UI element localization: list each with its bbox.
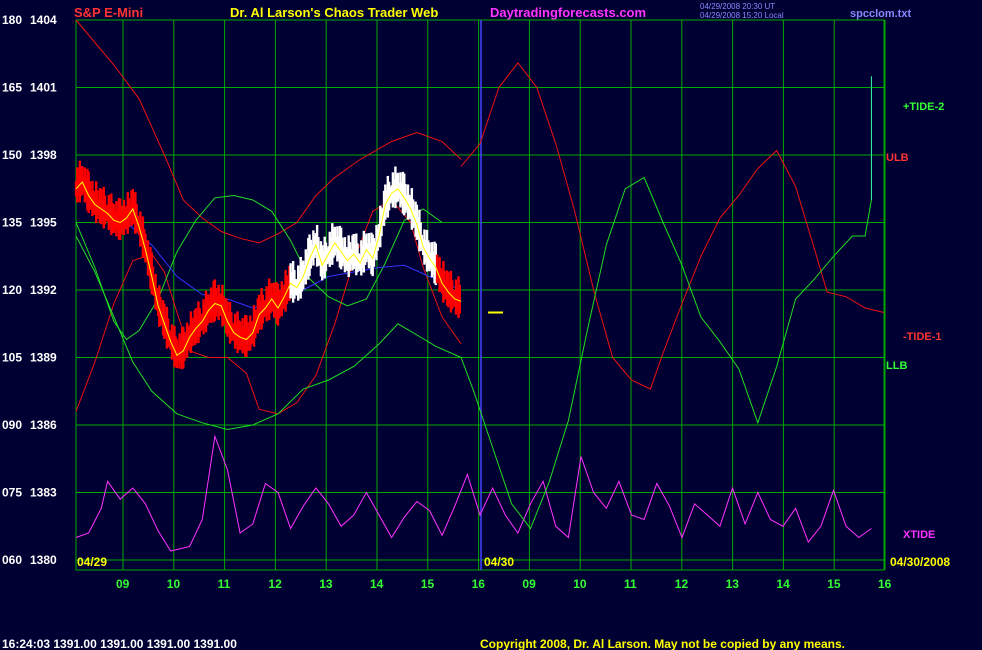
y-tick-price: 1386: [30, 418, 57, 432]
y-axis: 180 1404 165 1401 150 1398 135 1395 120 1392 105 13…: [2, 13, 57, 567]
x-tick-hour: 14: [370, 577, 384, 591]
y-tick-osc: 150: [2, 148, 22, 162]
local-stamp: 04/29/2008 15:20 Local: [700, 11, 784, 20]
x-tick-hour: 16: [472, 577, 486, 591]
y-tick-osc: 135: [2, 216, 22, 230]
y-tick-price: 1404: [30, 13, 57, 27]
tide1-label: -TIDE-1: [903, 331, 942, 343]
y-tick-price: 1401: [30, 81, 57, 95]
x-tick-hour: 15: [827, 577, 841, 591]
x-axis: 09 10 11 12 13 14 15 16 09 10 11 12 13 14 15 16: [116, 577, 892, 591]
x-tick-hour: 14: [776, 577, 790, 591]
copyright: Copyright 2008, Dr. Al Larson. May not b…: [480, 637, 845, 650]
day-label-end: 04/30/2008: [890, 555, 950, 569]
price-average-line: [75, 181, 462, 357]
x-tick-hour: 10: [167, 577, 181, 591]
ulb-line: [75, 19, 462, 244]
xtide-line: [75, 434, 872, 552]
y-tick-osc: 120: [2, 283, 22, 297]
grid: [75, 19, 886, 571]
day-label-mid: 04/30: [484, 555, 514, 569]
ulb-label: ULB: [886, 152, 909, 164]
x-tick-hour: 12: [675, 577, 689, 591]
y-tick-osc: 165: [2, 81, 22, 95]
y-tick-osc: 180: [2, 13, 22, 27]
y-tick-price: 1383: [30, 486, 57, 500]
x-tick-hour: 12: [268, 577, 282, 591]
x-tick-hour: 10: [573, 577, 587, 591]
x-tick-hour: 09: [116, 577, 130, 591]
x-tick-hour: 13: [319, 577, 333, 591]
y-tick-osc: 090: [2, 418, 22, 432]
ut-stamp: 04/29/2008 20:30 UT: [700, 2, 775, 11]
tide2-label: +TIDE-2: [903, 101, 944, 113]
x-tick-hour: 09: [522, 577, 536, 591]
x-tick-hour: 15: [421, 577, 435, 591]
y-tick-osc: 060: [2, 553, 22, 567]
quote-line: 16:24:03 1391.00 1391.00 1391.00 1391.00: [2, 637, 237, 650]
y-tick-price: 1389: [30, 351, 57, 365]
x-tick-hour: 16: [878, 577, 892, 591]
y-tick-price: 1395: [30, 216, 57, 230]
xtide-label: XTIDE: [903, 529, 935, 541]
site-name: Daytradingforecasts.com: [490, 5, 646, 20]
chart-title: Dr. Al Larson's Chaos Trader Web: [230, 5, 438, 20]
day-label-start: 04/29: [77, 555, 107, 569]
y-tick-price: 1380: [30, 553, 57, 567]
green-tide-line: [75, 235, 462, 431]
y-tick-osc: 075: [2, 486, 22, 500]
x-tick-hour: 11: [624, 577, 637, 591]
x-tick-hour: 13: [726, 577, 740, 591]
x-tick-hour: 11: [218, 577, 231, 591]
instrument-title: S&P E-Mini: [74, 5, 143, 20]
price-bars: [74, 160, 503, 370]
y-tick-price: 1398: [30, 148, 57, 162]
y-tick-price: 1392: [30, 283, 57, 297]
llb-line: [75, 194, 443, 341]
forecast-red-line: [460, 61, 885, 390]
y-tick-osc: 105: [2, 351, 22, 365]
llb-label: LLB: [886, 360, 907, 372]
forecast-green-line: [460, 176, 872, 530]
data-file: spcclom.txt: [850, 8, 911, 20]
forecast-lines: [460, 61, 885, 530]
